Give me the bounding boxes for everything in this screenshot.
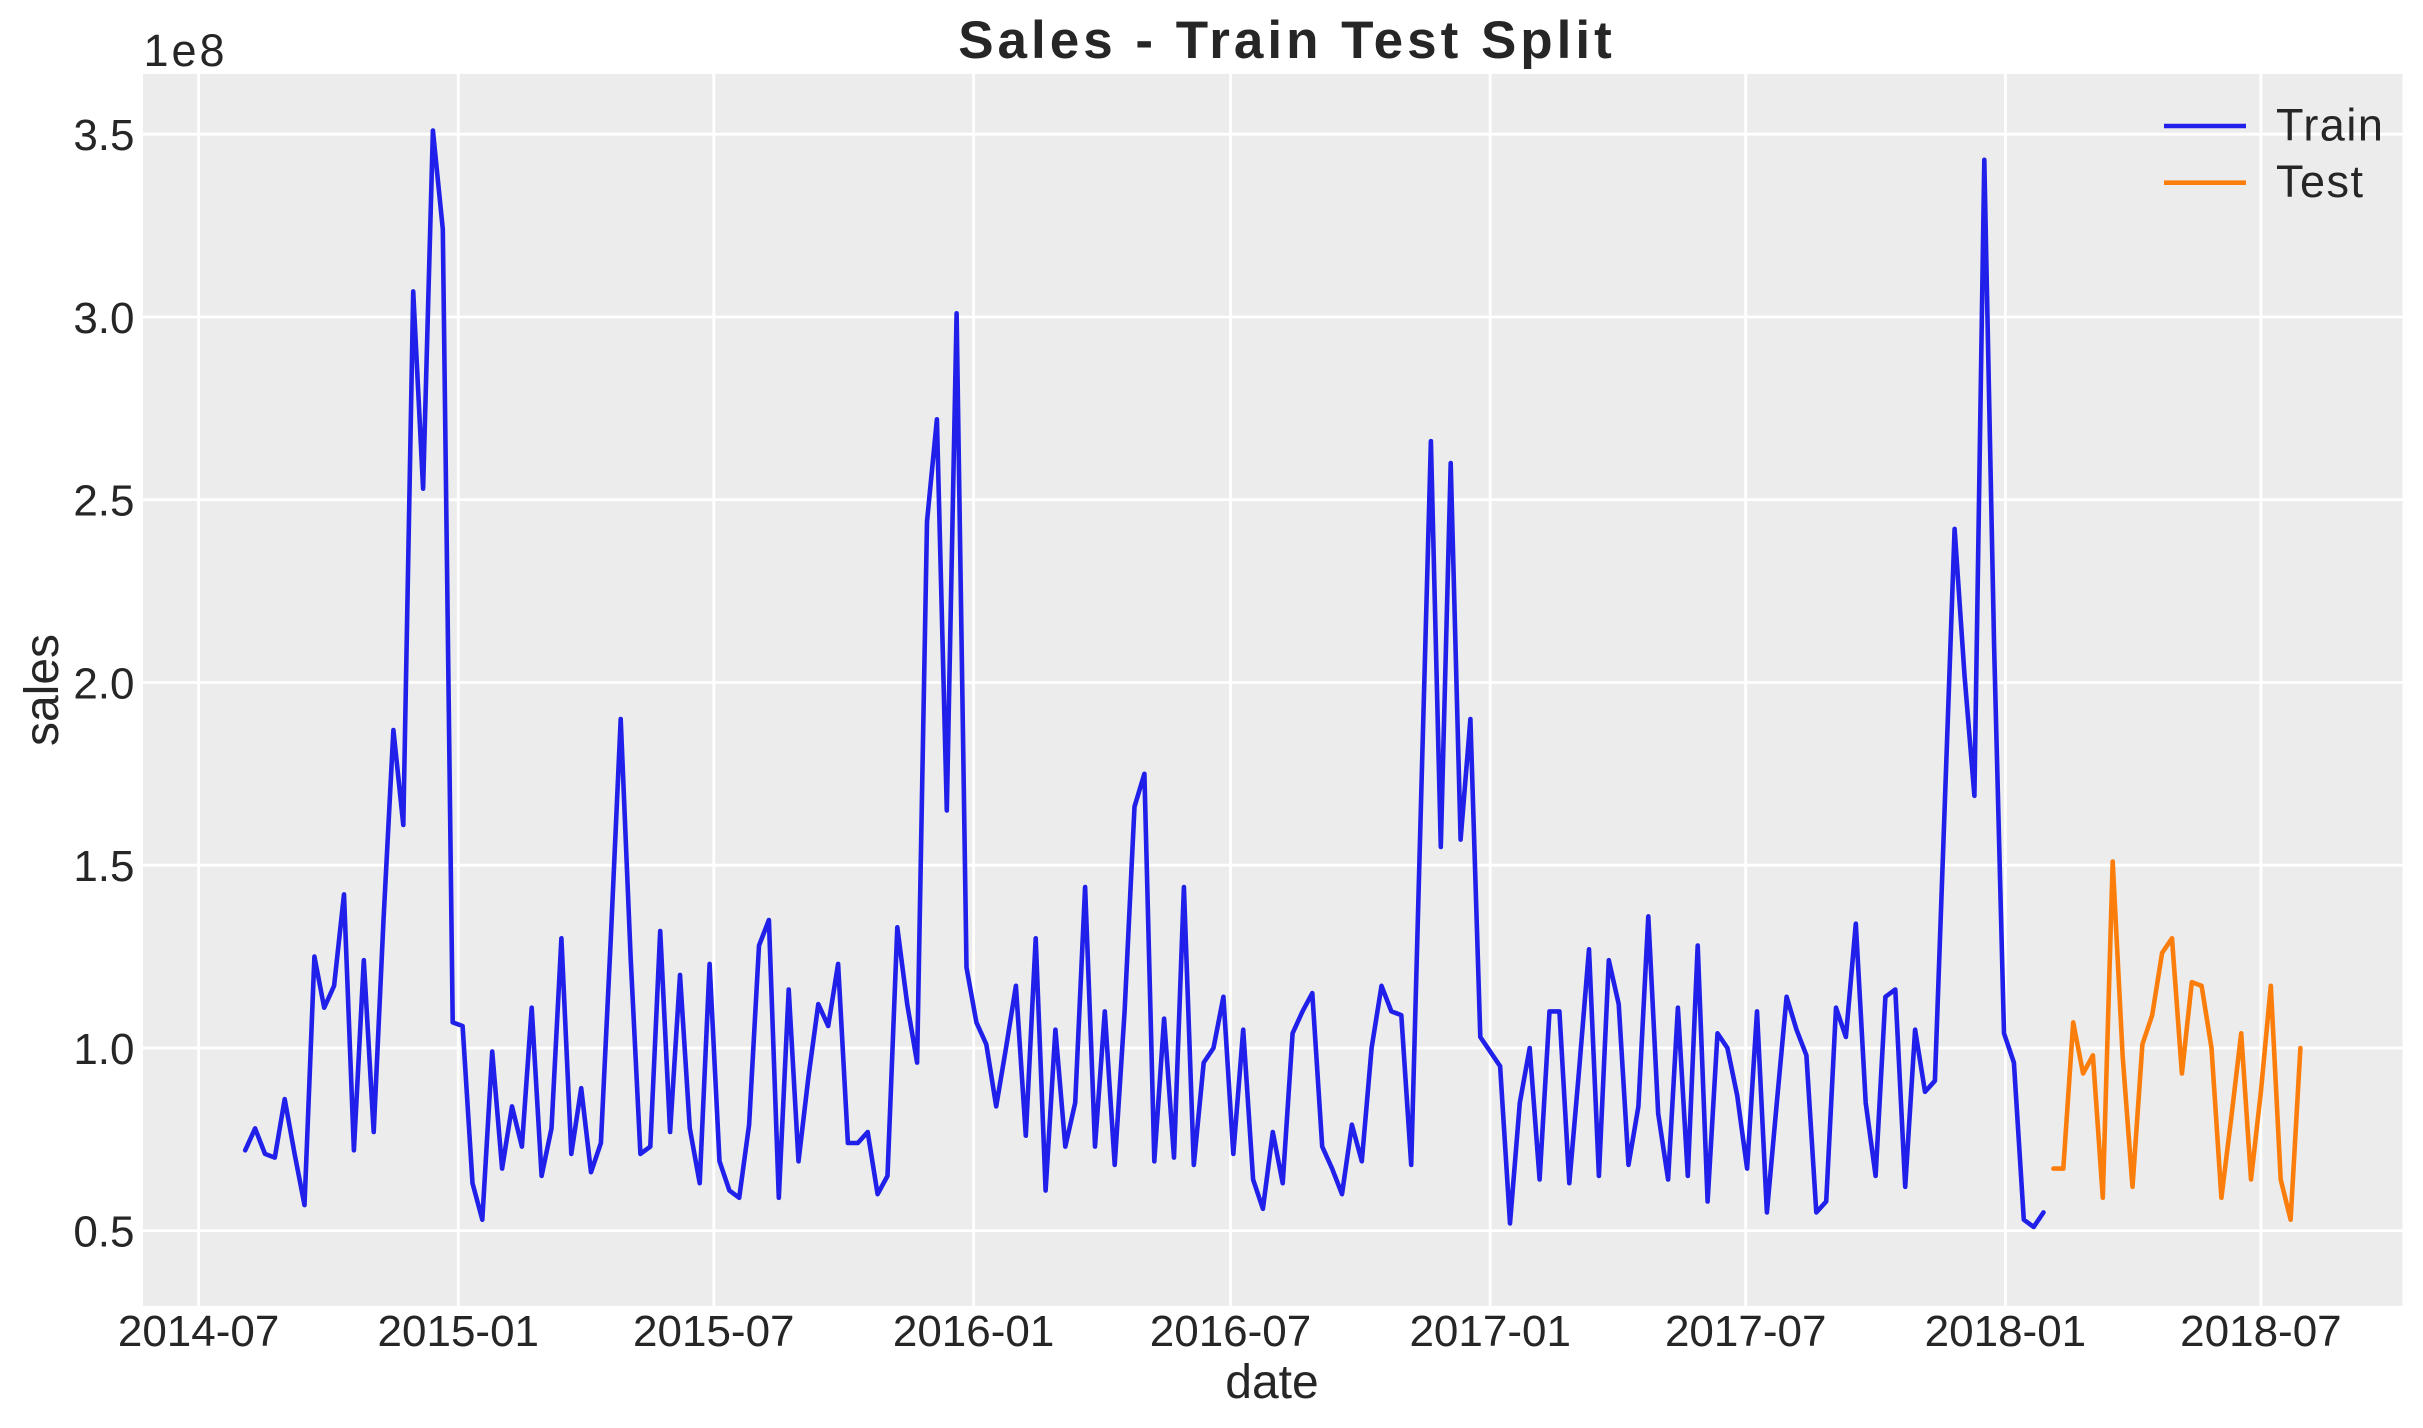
svg-text:2.5: 2.5 (73, 477, 134, 526)
svg-text:2017-07: 2017-07 (1665, 1307, 1826, 1356)
svg-text:3.5: 3.5 (73, 111, 134, 160)
svg-text:2017-01: 2017-01 (1409, 1307, 1570, 1356)
svg-text:2015-01: 2015-01 (378, 1307, 539, 1356)
svg-text:2018-07: 2018-07 (2180, 1307, 2341, 1356)
svg-text:0.5: 0.5 (73, 1208, 134, 1257)
svg-text:3.0: 3.0 (73, 294, 134, 343)
svg-text:Test: Test (2276, 156, 2365, 207)
svg-text:2.0: 2.0 (73, 660, 134, 709)
svg-text:2016-01: 2016-01 (893, 1307, 1054, 1356)
svg-text:date: date (1225, 1356, 1318, 1409)
svg-text:2018-01: 2018-01 (1925, 1307, 2086, 1356)
svg-text:1.0: 1.0 (73, 1025, 134, 1074)
svg-text:Sales - Train Test Split: Sales - Train Test Split (958, 11, 1616, 70)
svg-text:1e8: 1e8 (144, 25, 228, 76)
svg-text:2014-07: 2014-07 (118, 1307, 279, 1356)
svg-text:1.5: 1.5 (73, 842, 134, 891)
svg-text:Train: Train (2276, 100, 2384, 151)
svg-text:2016-07: 2016-07 (1150, 1307, 1311, 1356)
svg-text:sales: sales (16, 634, 69, 746)
svg-text:2015-07: 2015-07 (633, 1307, 794, 1356)
